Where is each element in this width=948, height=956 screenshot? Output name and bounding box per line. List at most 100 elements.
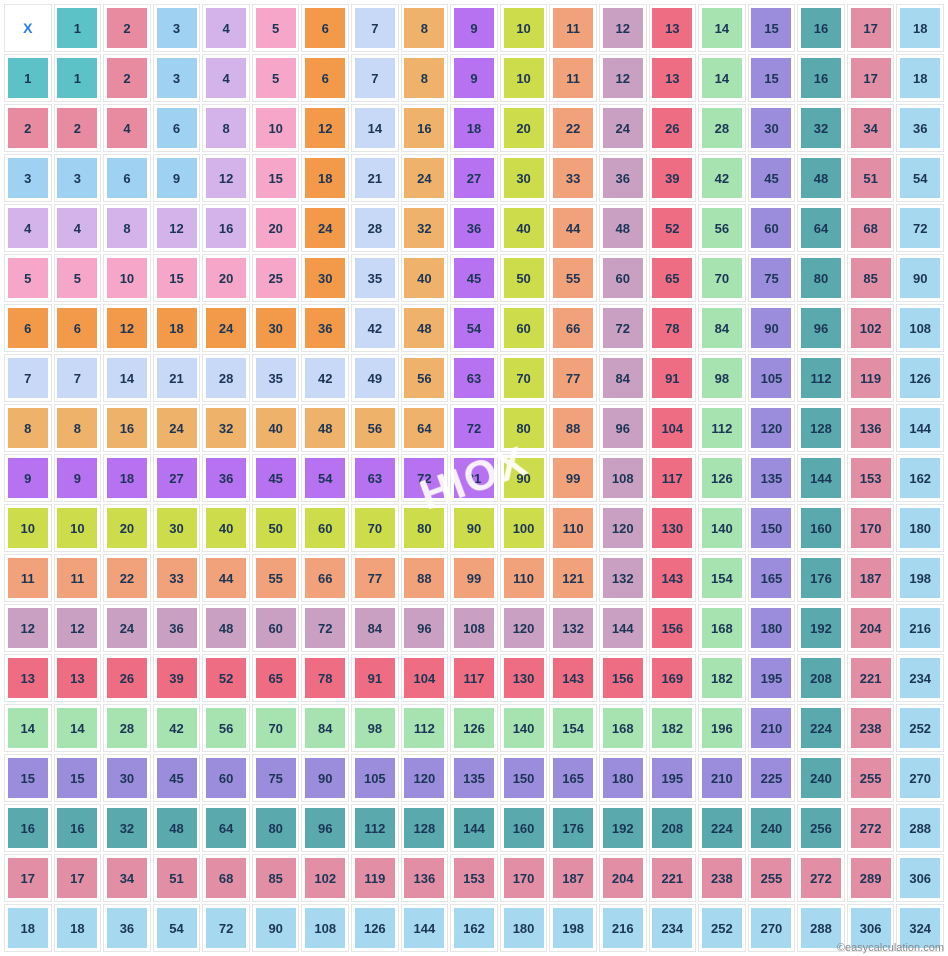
product-cell: 30: [252, 304, 300, 352]
multiplication-table: X123456789101112131415161718112345678910…: [2, 2, 946, 954]
col-header: 5: [252, 4, 300, 52]
product-cell: 140: [698, 504, 746, 552]
product-cell: 80: [401, 504, 449, 552]
product-cell: 135: [450, 754, 498, 802]
product-cell: 33: [549, 154, 597, 202]
product-cell: 272: [797, 854, 845, 902]
product-cell: 50: [252, 504, 300, 552]
product-cell: 112: [698, 404, 746, 452]
product-cell: 156: [599, 654, 647, 702]
product-cell: 98: [698, 354, 746, 402]
product-cell: 42: [153, 704, 201, 752]
product-cell: 154: [549, 704, 597, 752]
product-cell: 144: [599, 604, 647, 652]
product-cell: 6: [301, 54, 349, 102]
product-cell: 121: [549, 554, 597, 602]
product-cell: 195: [748, 654, 796, 702]
product-cell: 176: [797, 554, 845, 602]
product-cell: 169: [649, 654, 697, 702]
row-header: 4: [4, 204, 52, 252]
product-cell: 5: [252, 54, 300, 102]
product-cell: 126: [351, 904, 399, 952]
product-cell: 36: [896, 104, 944, 152]
product-cell: 4: [54, 204, 102, 252]
product-cell: 150: [500, 754, 548, 802]
product-cell: 187: [847, 554, 895, 602]
product-cell: 168: [698, 604, 746, 652]
product-cell: 130: [500, 654, 548, 702]
product-cell: 91: [649, 354, 697, 402]
product-cell: 48: [401, 304, 449, 352]
product-cell: 48: [301, 404, 349, 452]
product-cell: 255: [748, 854, 796, 902]
product-cell: 8: [401, 54, 449, 102]
product-cell: 96: [401, 604, 449, 652]
product-cell: 144: [401, 904, 449, 952]
product-cell: 36: [153, 604, 201, 652]
product-cell: 10: [54, 504, 102, 552]
row-header: 13: [4, 654, 52, 702]
product-cell: 65: [252, 654, 300, 702]
product-cell: 36: [103, 904, 151, 952]
product-cell: 132: [599, 554, 647, 602]
product-cell: 56: [401, 354, 449, 402]
product-cell: 45: [153, 754, 201, 802]
row-header: 6: [4, 304, 52, 352]
product-cell: 108: [599, 454, 647, 502]
product-cell: 42: [351, 304, 399, 352]
product-cell: 15: [54, 754, 102, 802]
product-cell: 105: [351, 754, 399, 802]
product-cell: 66: [549, 304, 597, 352]
col-header: 12: [599, 4, 647, 52]
product-cell: 60: [301, 504, 349, 552]
product-cell: 45: [748, 154, 796, 202]
product-cell: 44: [549, 204, 597, 252]
product-cell: 35: [252, 354, 300, 402]
product-cell: 18: [103, 454, 151, 502]
product-cell: 15: [153, 254, 201, 302]
product-cell: 180: [896, 504, 944, 552]
product-cell: 150: [748, 504, 796, 552]
product-cell: 48: [202, 604, 250, 652]
product-cell: 13: [54, 654, 102, 702]
product-cell: 48: [153, 804, 201, 852]
product-cell: 78: [301, 654, 349, 702]
product-cell: 56: [351, 404, 399, 452]
row-header: 5: [4, 254, 52, 302]
product-cell: 3: [54, 154, 102, 202]
product-cell: 77: [351, 554, 399, 602]
row-header: 7: [4, 354, 52, 402]
product-cell: 39: [153, 654, 201, 702]
product-cell: 234: [649, 904, 697, 952]
product-cell: 45: [450, 254, 498, 302]
product-cell: 70: [698, 254, 746, 302]
product-cell: 14: [103, 354, 151, 402]
product-cell: 132: [549, 604, 597, 652]
product-cell: 5: [54, 254, 102, 302]
product-cell: 144: [896, 404, 944, 452]
product-cell: 180: [748, 604, 796, 652]
product-cell: 156: [649, 604, 697, 652]
product-cell: 68: [202, 854, 250, 902]
product-cell: 198: [549, 904, 597, 952]
product-cell: 144: [450, 804, 498, 852]
product-cell: 91: [351, 654, 399, 702]
product-cell: 54: [301, 454, 349, 502]
row-header: 17: [4, 854, 52, 902]
product-cell: 30: [500, 154, 548, 202]
product-cell: 160: [500, 804, 548, 852]
product-cell: 96: [599, 404, 647, 452]
product-cell: 54: [153, 904, 201, 952]
product-cell: 32: [401, 204, 449, 252]
product-cell: 240: [748, 804, 796, 852]
product-cell: 170: [500, 854, 548, 902]
product-cell: 130: [649, 504, 697, 552]
col-header: 3: [153, 4, 201, 52]
product-cell: 48: [797, 154, 845, 202]
product-cell: 110: [500, 554, 548, 602]
product-cell: 120: [500, 604, 548, 652]
product-cell: 77: [549, 354, 597, 402]
product-cell: 8: [202, 104, 250, 152]
product-cell: 42: [698, 154, 746, 202]
product-cell: 52: [202, 654, 250, 702]
